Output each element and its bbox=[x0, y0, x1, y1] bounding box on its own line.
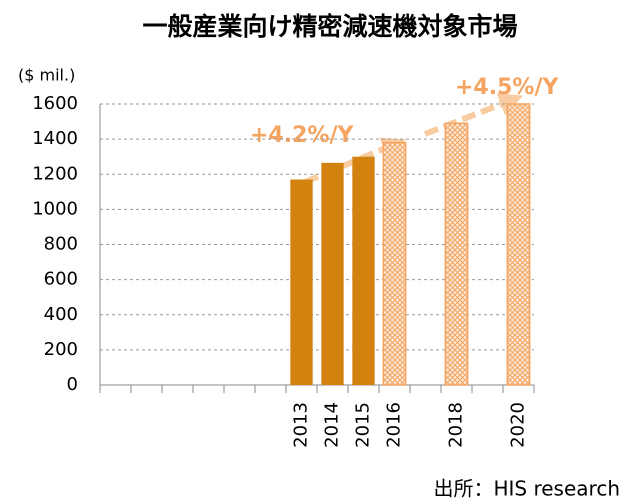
x-tick-label: 2015 bbox=[353, 402, 374, 448]
y-tick-label: 400 bbox=[44, 304, 78, 325]
x-tick-label: 2014 bbox=[322, 402, 343, 448]
y-tick-label: 1600 bbox=[32, 93, 78, 114]
y-tick-label: 1000 bbox=[32, 198, 78, 219]
bar bbox=[444, 122, 469, 386]
annotation: +4.5%/Y bbox=[455, 75, 559, 100]
y-tick-label: 200 bbox=[44, 339, 78, 360]
y-tick-label: 1400 bbox=[32, 128, 78, 149]
source: 出所：HIS research bbox=[433, 477, 620, 501]
x-tick-label: 2020 bbox=[508, 402, 529, 448]
bar bbox=[382, 141, 407, 386]
bar bbox=[321, 162, 344, 385]
y-axis-label: ($ mil.) bbox=[18, 66, 75, 85]
y-tick-label: 800 bbox=[44, 234, 78, 255]
bar bbox=[506, 103, 531, 386]
chart-title: 一般産業向け精密減速機対象市場 bbox=[142, 12, 517, 41]
y-tick-label: 0 bbox=[67, 374, 78, 395]
trend-arrow bbox=[303, 137, 407, 185]
annotation: +4.2%/Y bbox=[250, 123, 354, 148]
trend-arrow bbox=[423, 93, 524, 137]
bar bbox=[352, 156, 375, 385]
x-tick-label: 2016 bbox=[384, 402, 405, 448]
bar bbox=[290, 179, 313, 385]
x-tick-label: 2018 bbox=[446, 402, 467, 448]
x-tick-label: 2013 bbox=[291, 402, 312, 448]
y-tick-label: 600 bbox=[44, 269, 78, 290]
y-tick-label: 1200 bbox=[32, 163, 78, 184]
